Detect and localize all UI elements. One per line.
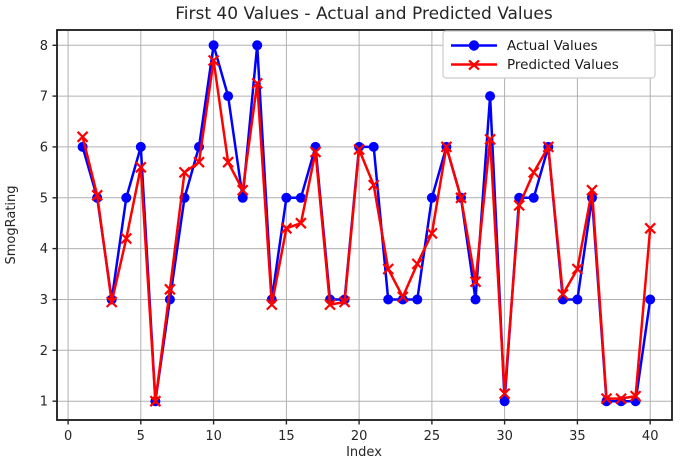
data-point-circle-actual-values (208, 40, 219, 51)
data-point-circle-actual-values (383, 294, 394, 305)
data-point-circle-actual-values (368, 141, 379, 152)
y-tick-label: 1 (40, 395, 48, 410)
y-tick-label: 8 (40, 39, 48, 54)
x-tick-label: 0 (64, 429, 72, 444)
data-point-circle-actual-values (412, 294, 423, 305)
data-point-circle-actual-values (499, 396, 510, 407)
y-tick-label: 7 (40, 90, 48, 105)
data-point-x-predicted-values (280, 222, 293, 235)
x-tick-label: 10 (205, 429, 222, 444)
data-point-x-predicted-values (411, 258, 424, 270)
data-point-circle-actual-values (237, 192, 248, 203)
data-point-x-predicted-values (426, 227, 438, 240)
data-point-circle-actual-values (426, 192, 437, 203)
data-point-x-predicted-values (76, 131, 89, 143)
data-point-x-predicted-values (498, 387, 511, 400)
data-point-x-predicted-values (295, 217, 307, 229)
x-tick-label: 35 (569, 429, 586, 444)
y-tick-label: 4 (40, 242, 48, 257)
data-point-x-predicted-values (135, 161, 147, 174)
data-point-circle-actual-values (310, 141, 321, 152)
data-point-x-predicted-values (629, 390, 642, 402)
legend-marker-circle-icon (468, 40, 480, 51)
data-point-x-predicted-values (338, 296, 351, 308)
data-point-x-predicted-values (527, 166, 540, 179)
plot-frame (56, 29, 673, 421)
data-point-x-predicted-values (178, 166, 191, 179)
data-point-circle-actual-values (397, 294, 408, 305)
x-tick-label: 30 (496, 429, 513, 444)
chart-title: First 40 Values - Actual and Predicted V… (175, 4, 553, 24)
axis-ticks-layer: 0 5 10 15 20 25 30 35 40 1 2 3 4 5 6 7 8 (40, 39, 659, 444)
y-tick-label: 2 (40, 344, 48, 359)
data-point-x-predicted-values (615, 392, 627, 405)
legend-marker-x-icon (468, 59, 480, 71)
data-point-x-predicted-values (149, 395, 162, 407)
data-point-x-predicted-values (557, 288, 569, 301)
data-point-x-predicted-values (484, 133, 496, 146)
data-point-circle-actual-values (572, 294, 583, 305)
data-point-circle-actual-values (121, 192, 132, 203)
data-point-x-predicted-values (222, 156, 234, 168)
y-tick-label: 3 (40, 293, 48, 308)
x-tick-label: 25 (424, 429, 441, 444)
series-line-predicted-values (81, 59, 652, 403)
grid-layer (57, 30, 672, 420)
x-tick-label: 40 (642, 429, 659, 444)
legend-label-actual: Actual Values (507, 38, 598, 54)
data-point-x-predicted-values (586, 184, 598, 196)
data-point-x-predicted-values (236, 184, 249, 196)
data-point-x-predicted-values (91, 189, 103, 202)
data-point-circle-actual-values (470, 294, 481, 305)
data-point-circle-actual-values (354, 141, 365, 152)
data-point-x-predicted-values (120, 232, 133, 245)
y-tick-label: 5 (40, 191, 48, 206)
data-point-x-predicted-values (600, 392, 613, 405)
data-point-x-predicted-values (513, 199, 525, 212)
data-point-circle-actual-values (252, 40, 263, 51)
legend-entry-predicted: Predicted Values (451, 57, 619, 73)
data-point-circle-actual-values (557, 294, 568, 305)
data-point-x-predicted-values (644, 222, 656, 235)
data-point-x-predicted-values (571, 263, 584, 275)
data-point-x-predicted-values (105, 296, 118, 308)
data-point-circle-actual-values (485, 91, 496, 102)
data-point-x-predicted-values (309, 146, 322, 158)
data-point-circle-actual-values (135, 141, 146, 152)
data-point-x-predicted-values (324, 298, 336, 311)
data-point-x-predicted-values (207, 54, 220, 67)
data-point-x-predicted-values (382, 263, 394, 275)
data-point-circle-actual-values (295, 192, 306, 203)
series-layer (76, 40, 656, 407)
x-tick-label: 15 (278, 429, 295, 444)
data-point-x-predicted-values (353, 143, 365, 156)
data-point-x-predicted-values (266, 298, 278, 311)
data-point-x-predicted-values (440, 141, 453, 153)
y-tick-label: 6 (40, 140, 48, 155)
y-axis-label: SmogRating (4, 185, 19, 264)
series-line-actual-values (81, 44, 652, 403)
data-point-x-predicted-values (367, 179, 380, 191)
legend-box (442, 30, 656, 79)
data-point-circle-actual-values (528, 192, 539, 203)
legend: Actual Values Predicted Values (442, 30, 656, 79)
data-point-x-predicted-values (164, 283, 176, 296)
data-point-circle-actual-values (645, 294, 656, 305)
x-tick-label: 5 (137, 429, 145, 444)
x-axis-label: Index (346, 445, 382, 460)
data-point-x-predicted-values (251, 77, 263, 90)
data-point-x-predicted-values (469, 275, 482, 288)
legend-entry-actual: Actual Values (451, 38, 598, 54)
data-point-circle-actual-values (223, 91, 234, 102)
data-point-circle-actual-values (281, 192, 292, 203)
data-point-x-predicted-values (193, 156, 205, 168)
x-tick-label: 20 (351, 429, 368, 444)
data-point-x-predicted-values (397, 291, 409, 303)
data-point-x-predicted-values (455, 192, 467, 204)
legend-label-predicted: Predicted Values (507, 57, 619, 73)
data-point-x-predicted-values (542, 141, 555, 153)
